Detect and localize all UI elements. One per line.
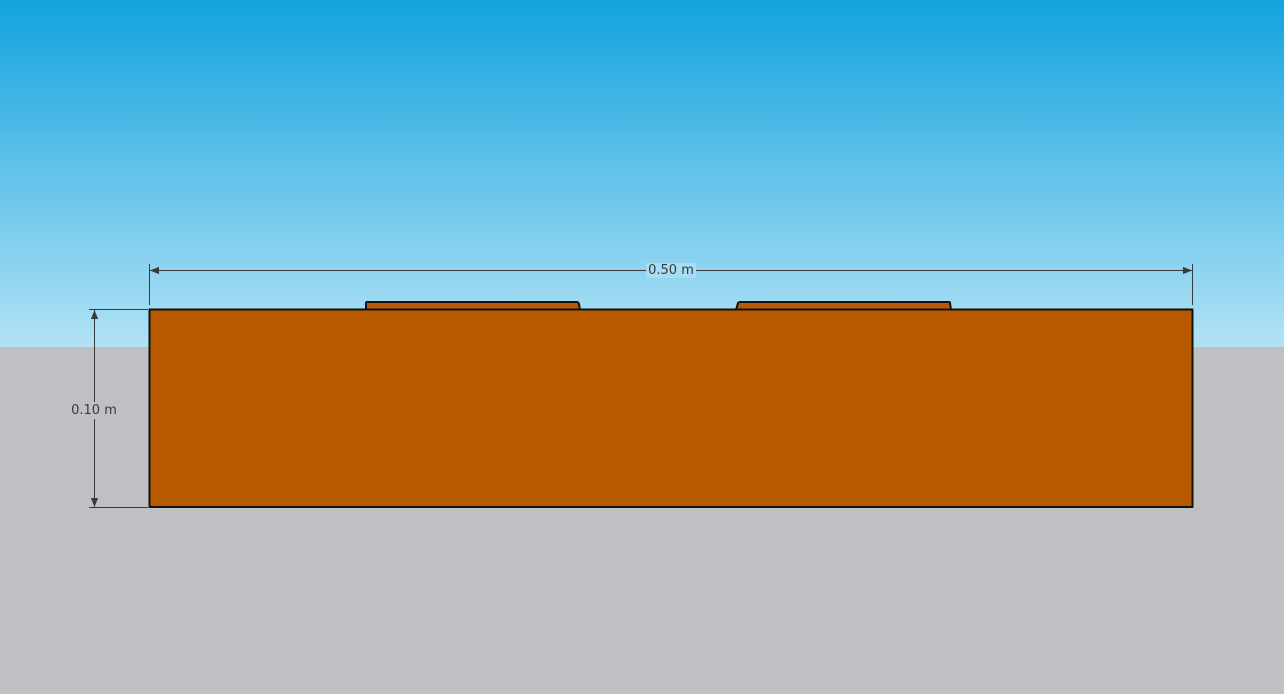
height-dimension-label[interactable]: 0.10 m [71, 402, 117, 419]
slab-body[interactable] [148, 308, 1194, 508]
sky-background [0, 0, 1284, 347]
raised-pad-left[interactable] [365, 301, 581, 311]
width-dimension-label[interactable]: 0.50 m [646, 263, 696, 278]
raised-pad-right[interactable] [735, 301, 952, 311]
